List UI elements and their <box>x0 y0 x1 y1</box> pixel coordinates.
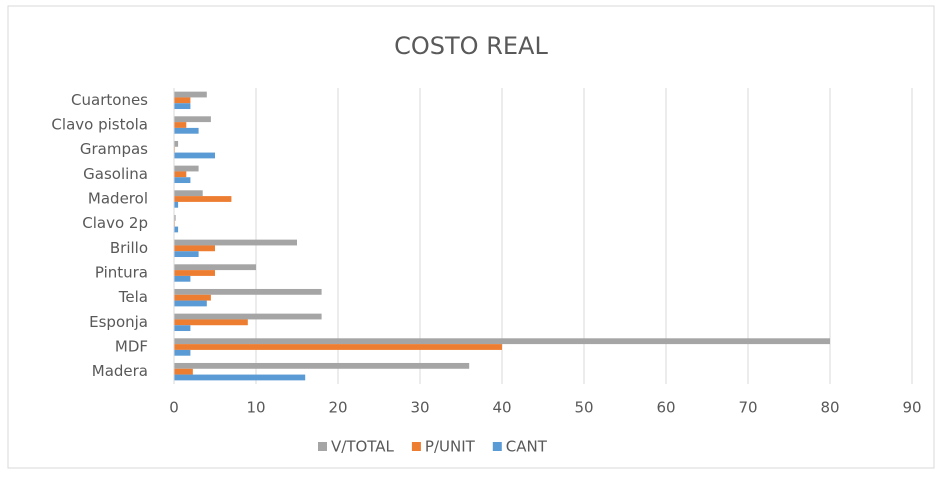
y-tick-label: Madera <box>92 362 148 380</box>
x-tick-label: 50 <box>574 399 593 417</box>
bar <box>174 103 191 110</box>
bar <box>174 116 211 123</box>
bar <box>174 201 179 208</box>
legend-swatch <box>318 442 327 451</box>
y-tick-label: Maderol <box>88 190 148 208</box>
bar <box>174 300 207 307</box>
bar <box>174 152 215 159</box>
bar <box>174 165 199 172</box>
bar <box>174 368 193 375</box>
bar <box>174 177 191 184</box>
bar <box>174 251 199 258</box>
chart-title: COSTO REAL <box>394 32 548 60</box>
y-tick-label: Clavo pistola <box>51 116 148 134</box>
legend-swatch <box>492 442 502 451</box>
x-tick-label: 30 <box>410 399 429 417</box>
x-tick-label: 60 <box>656 399 675 417</box>
bar <box>174 313 322 320</box>
legend-label: P/UNIT <box>425 438 476 456</box>
bar <box>174 270 215 276</box>
bar <box>174 325 191 332</box>
x-tick-label: 70 <box>738 399 757 417</box>
x-tick-label: 0 <box>169 399 179 417</box>
bar <box>174 374 306 381</box>
bar <box>174 344 502 350</box>
bar <box>174 91 207 98</box>
y-tick-label: Tela <box>118 288 148 306</box>
bar <box>174 140 179 147</box>
y-tick-label: Gasolina <box>83 165 148 183</box>
bar <box>174 214 176 221</box>
bar <box>174 239 297 246</box>
y-tick-label: Esponja <box>89 313 148 331</box>
y-tick-label: Brillo <box>110 239 148 257</box>
bar <box>174 122 187 128</box>
y-tick-label: MDF <box>115 338 148 356</box>
x-tick-label: 20 <box>328 399 347 417</box>
y-tick-label: Cuartones <box>71 91 148 109</box>
y-tick-label: Pintura <box>95 264 148 282</box>
y-tick-label: Grampas <box>80 140 148 158</box>
bar <box>174 245 215 252</box>
x-tick-label: 90 <box>902 399 921 417</box>
bar <box>174 190 203 197</box>
legend-swatch <box>411 442 421 451</box>
y-tick-label: Clavo 2p <box>82 214 148 232</box>
bar <box>174 196 232 202</box>
x-tick-label: 80 <box>820 399 839 417</box>
bar <box>174 288 322 295</box>
bar <box>174 226 179 233</box>
bar <box>174 349 191 356</box>
bar <box>174 338 830 345</box>
x-tick-label: 40 <box>492 399 511 417</box>
legend-label: V/TOTAL <box>331 438 395 456</box>
chart-frame <box>7 5 935 469</box>
bar <box>174 264 256 271</box>
bar <box>174 97 191 104</box>
legend-label: CANT <box>506 438 548 456</box>
bar <box>174 362 470 369</box>
bar <box>174 294 211 301</box>
bar <box>174 275 191 282</box>
bar <box>174 171 187 178</box>
bar <box>174 127 199 134</box>
x-tick-label: 10 <box>246 399 265 417</box>
bar <box>174 319 248 326</box>
